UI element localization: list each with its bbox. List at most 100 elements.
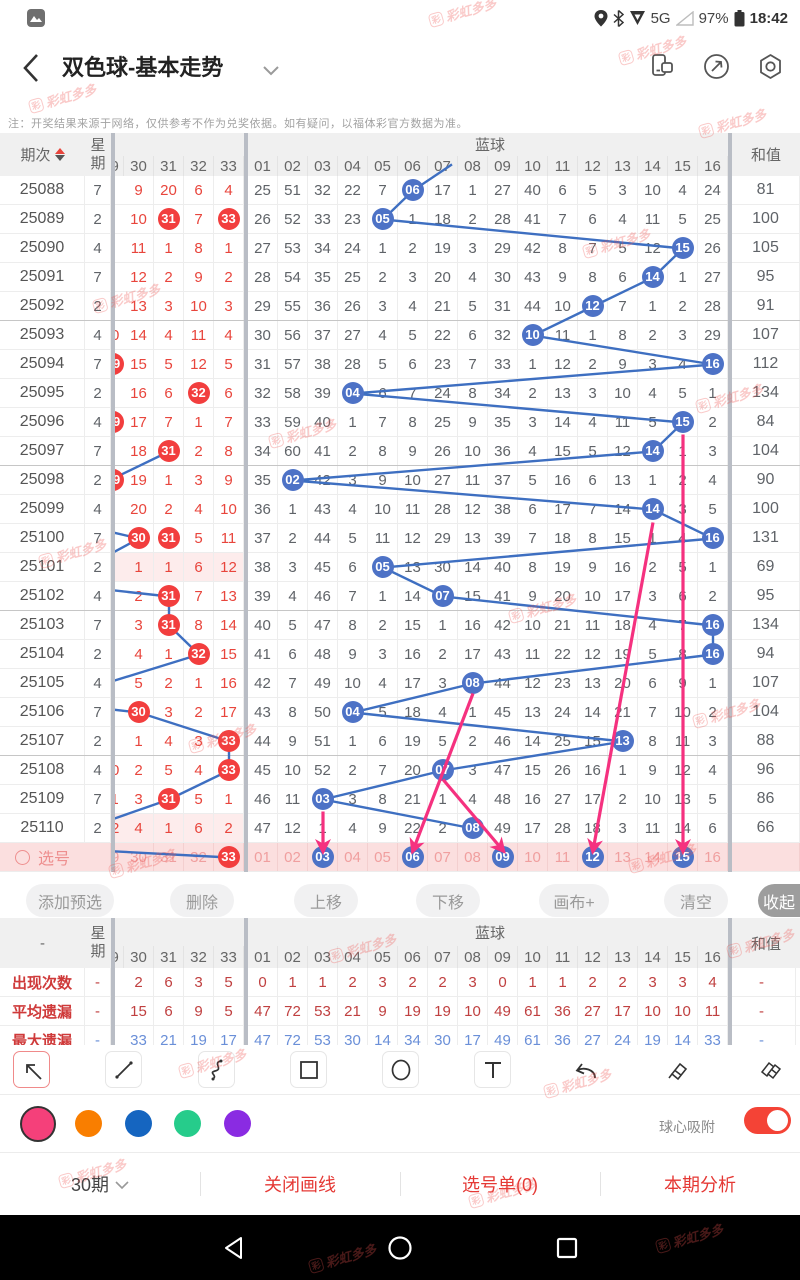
red-cell-32: 8	[184, 234, 214, 262]
canvas-plus-button[interactable]: 画布+	[539, 884, 609, 917]
current-analysis-button[interactable]: 本期分析	[664, 1175, 736, 1195]
clock: 18:42	[749, 9, 788, 27]
sel-blue-13[interactable]: 13	[608, 843, 638, 871]
sel-red-31[interactable]: 31	[154, 843, 184, 871]
stats-blue-06: 34	[398, 1026, 428, 1045]
period-count-selector[interactable]: 30期	[30, 1153, 170, 1215]
chevron-down-icon[interactable]	[262, 64, 280, 82]
stats-blue-13: 24	[608, 1026, 638, 1045]
blue-cell-04: 6	[338, 553, 368, 581]
stats-week-header: 星期	[90, 925, 106, 960]
blue-cell-10: 6	[518, 495, 548, 523]
selection-row: 选号 29303132330102030405060708091011121314…	[0, 843, 800, 872]
palette-color-0[interactable]	[20, 1106, 56, 1142]
period-cell: 25099	[0, 495, 85, 523]
blue-cell-15: 8	[668, 640, 698, 668]
blue-cell-10: 5	[518, 466, 548, 494]
sel-blue-08[interactable]: 08	[458, 843, 488, 871]
blue-cell-03: 45	[308, 553, 338, 581]
blue-cell-01: 32	[248, 379, 278, 407]
blue-cell-09: 38	[488, 495, 518, 523]
period-cell: 25100	[0, 524, 85, 552]
blue-cell-14: 14	[638, 437, 668, 465]
recents-square-icon[interactable]	[550, 1231, 584, 1265]
arrow-select-tool-icon[interactable]	[13, 1051, 50, 1088]
blue-cell-16: 25	[698, 205, 728, 233]
period-cell: 25090	[0, 234, 85, 262]
sel-blue-07[interactable]: 07	[428, 843, 458, 871]
red-cell-33: 10	[214, 495, 244, 523]
sel-red-29[interactable]: 29	[115, 848, 120, 866]
sum-cell: 131	[732, 524, 800, 552]
blue-cell-09: 40	[488, 553, 518, 581]
sel-blue-14[interactable]: 14	[638, 843, 668, 871]
back-triangle-icon[interactable]	[216, 1231, 250, 1265]
sel-blue-11[interactable]: 11	[548, 843, 578, 871]
clear-all-eraser-tool-icon[interactable]	[751, 1051, 788, 1088]
ellipse-tool-icon[interactable]	[382, 1051, 419, 1088]
snap-toggle[interactable]	[744, 1107, 791, 1134]
move-down-button[interactable]: 下移	[416, 884, 480, 917]
palette-color-3[interactable]	[174, 1110, 201, 1137]
blue-cell-02: 51	[278, 176, 308, 204]
text-tool-icon[interactable]	[474, 1051, 511, 1088]
add-preselect-button[interactable]: 添加预选	[26, 884, 114, 917]
red-cell-33: 8	[214, 437, 244, 465]
sel-blue-01[interactable]: 01	[248, 843, 278, 871]
blue-cell-10: 43	[518, 263, 548, 291]
sel-blue-04[interactable]: 04	[338, 843, 368, 871]
line-tool-icon[interactable]	[105, 1051, 142, 1088]
trend-row-25102: 2510244231713394467114071541920101736295	[0, 582, 800, 611]
eraser-tool-icon[interactable]	[659, 1051, 696, 1088]
sel-blue-16[interactable]: 16	[698, 843, 728, 871]
share-icon[interactable]	[700, 50, 732, 82]
blue-cell-01: 30	[248, 321, 278, 349]
sel-blue-10[interactable]: 10	[518, 843, 548, 871]
stats-table: - 星期 蓝球 29303132330102030405060708091011…	[0, 918, 800, 1045]
sum-cell: 88	[732, 727, 800, 755]
blue-cell-05: 9	[368, 814, 398, 842]
sel-blue-05[interactable]: 05	[368, 843, 398, 871]
stats-blue-07: 19	[428, 997, 458, 1025]
red-cell-31: 4	[154, 321, 184, 349]
palette-color-1[interactable]	[75, 1110, 102, 1137]
clear-button[interactable]: 清空	[664, 884, 728, 917]
delete-button[interactable]: 删除	[170, 884, 234, 917]
home-circle-icon[interactable]	[383, 1231, 417, 1265]
back-button[interactable]	[20, 52, 46, 84]
red-cell-33: 33	[214, 205, 244, 233]
selection-list-button[interactable]: 选号单(0)	[462, 1175, 538, 1195]
sel-blue-02[interactable]: 02	[278, 843, 308, 871]
window-pip-icon[interactable]	[646, 50, 678, 82]
stats-first-header: -	[40, 934, 45, 952]
stats-week: -	[85, 968, 111, 996]
sel-blue-06[interactable]: 06	[398, 843, 428, 871]
sel-blue-15[interactable]: 15	[668, 843, 698, 871]
sel-red-30[interactable]: 30	[124, 843, 154, 871]
sel-blue-12[interactable]: 12	[578, 843, 608, 871]
sel-blue-03[interactable]: 03	[308, 843, 338, 871]
palette-color-2[interactable]	[125, 1110, 152, 1137]
collapse-button[interactable]: 收起	[758, 884, 800, 917]
blue-cell-08: 1	[458, 176, 488, 204]
sel-red-32[interactable]: 32	[184, 843, 214, 871]
red-cell-32: 2	[184, 437, 214, 465]
blue-cell-06: 10	[398, 466, 428, 494]
undo-tool-icon[interactable]	[566, 1051, 603, 1088]
close-drawing-button[interactable]: 关闭画线	[264, 1175, 336, 1195]
sort-period-header[interactable]: 期次	[0, 133, 85, 176]
move-up-button[interactable]: 上移	[294, 884, 358, 917]
red-cell-30: 30	[124, 698, 154, 726]
sel-red-33[interactable]: 33	[214, 843, 244, 871]
blue-cell-01: 43	[248, 698, 278, 726]
palette-color-4[interactable]	[224, 1110, 251, 1137]
blue-cell-01: 46	[248, 785, 278, 813]
curve-tool-icon[interactable]	[198, 1051, 235, 1088]
stats-row-2: 最大遗漏 -33 21 19 17 47 72 53 30 14 34 30 17 49 61 36 27 24 1…	[0, 1026, 800, 1045]
settings-nut-icon[interactable]	[754, 50, 786, 82]
sel-blue-09[interactable]: 09	[488, 843, 518, 871]
blue-cell-16: 16	[698, 611, 728, 639]
rectangle-tool-icon[interactable]	[290, 1051, 327, 1088]
red-cell-33: 17	[214, 698, 244, 726]
blue-cell-16: 3	[698, 727, 728, 755]
